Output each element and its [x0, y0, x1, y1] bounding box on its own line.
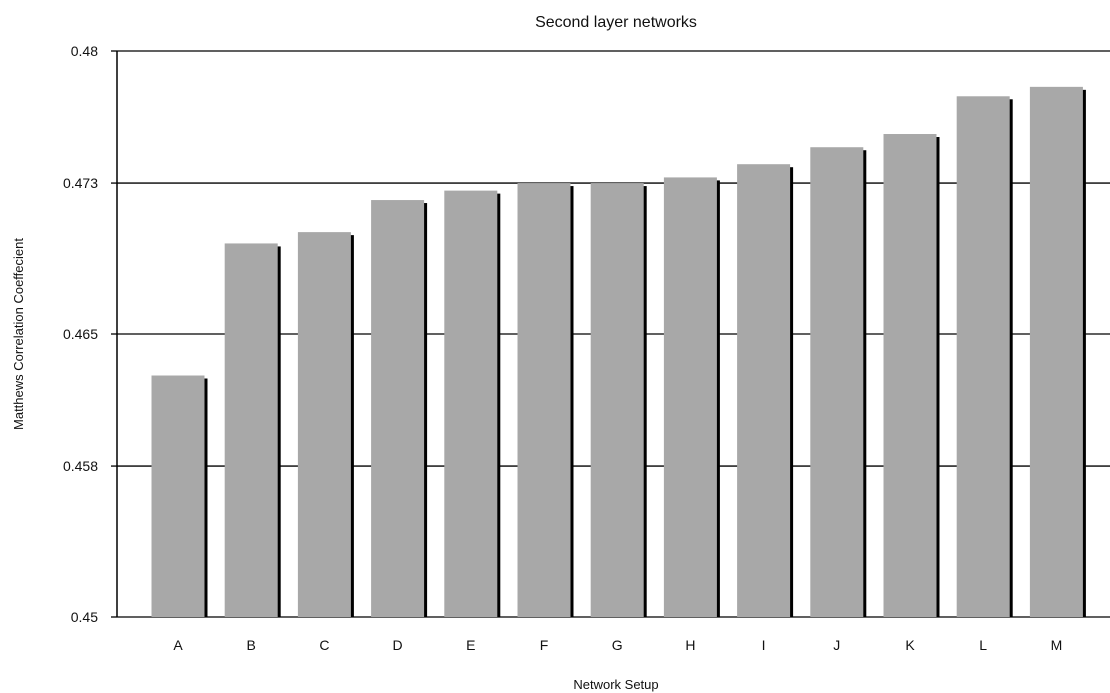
x-tick-label: J	[833, 637, 840, 653]
bar-c	[297, 232, 351, 617]
bar-b	[224, 243, 278, 617]
x-tick-label: E	[466, 637, 475, 653]
x-tick-label: K	[905, 637, 915, 653]
x-tick-label: B	[247, 637, 256, 653]
bar-m	[1029, 86, 1083, 617]
bar-e	[444, 190, 498, 617]
bar-d	[371, 200, 425, 617]
x-tick-label: L	[979, 637, 987, 653]
x-tick-label: F	[540, 637, 549, 653]
bars	[151, 86, 1086, 618]
x-tick-label: A	[173, 637, 183, 653]
y-tick-label: 0.48	[71, 43, 98, 59]
bar-l	[956, 96, 1010, 617]
y-tick-label: 0.465	[63, 326, 98, 342]
x-tick-label: D	[393, 637, 403, 653]
x-tick-label: C	[319, 637, 329, 653]
x-tick-label: G	[612, 637, 623, 653]
y-axis-label: Matthews Correlation Coeffecient	[11, 238, 26, 430]
y-tick-label: 0.45	[71, 609, 98, 625]
bar-f	[517, 183, 571, 618]
y-tick-labels: 0.45 0.458 0.465 0.473 0.48	[63, 43, 98, 625]
chart-title: Second layer networks	[535, 14, 697, 31]
bar-a	[151, 375, 205, 617]
bar-g	[590, 183, 644, 618]
bar-k	[883, 134, 937, 617]
bar-j	[810, 147, 864, 617]
bar-h	[663, 177, 717, 617]
x-tick-label: H	[685, 637, 695, 653]
bar-i	[737, 164, 791, 617]
y-tick-label: 0.458	[63, 458, 98, 474]
y-tick-label: 0.473	[63, 175, 98, 191]
x-tick-label: M	[1051, 637, 1063, 653]
x-axis-label: Network Setup	[573, 677, 658, 692]
x-tick-label: I	[762, 637, 766, 653]
x-tick-labels: A B C D E F G H I J K L M	[173, 637, 1062, 653]
